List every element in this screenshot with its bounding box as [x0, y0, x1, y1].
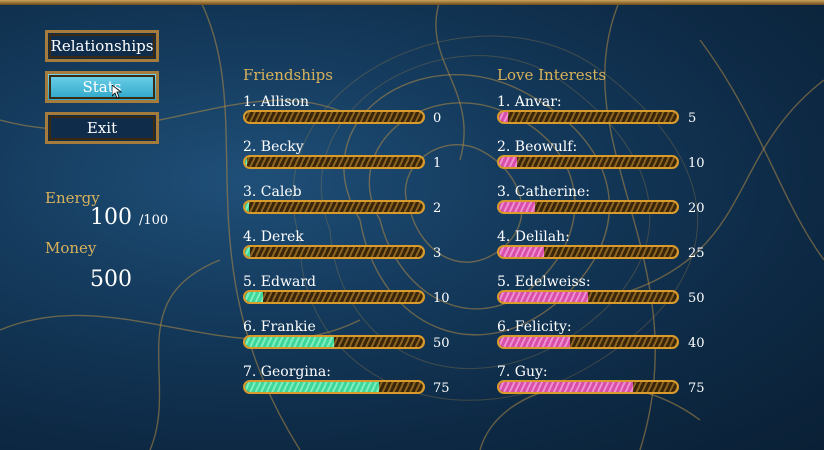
money-label: Money [45, 239, 97, 257]
friendships-row: 2. Becky 1 [243, 139, 463, 185]
love-row: 3. Catherine: 20 [497, 184, 717, 230]
love-progress-fill [499, 112, 508, 122]
love-progress-bar [497, 290, 679, 304]
love-name: 2. Beowulf: [497, 139, 578, 155]
friendships-progress-fill [245, 337, 334, 347]
love-name: 4. Delilah: [497, 229, 570, 245]
friendships-name: 7. Georgina: [243, 364, 331, 380]
love-value: 40 [688, 336, 705, 351]
friendships-value: 2 [433, 201, 442, 216]
love-progress-bar [497, 110, 679, 124]
friendships-row: 7. Georgina: 75 [243, 364, 463, 410]
friendships-progress-fill [245, 157, 247, 167]
love-progress-bar [497, 155, 679, 169]
love-name: 6. Felicity: [497, 319, 572, 335]
friendships-value: 50 [433, 336, 450, 351]
friendships-progress-bar [243, 200, 425, 214]
love-value: 25 [688, 246, 705, 261]
love-progress-fill [499, 337, 571, 347]
love-row: 6. Felicity: 40 [497, 319, 717, 365]
love-progress-fill [499, 247, 544, 257]
love-value: 50 [688, 291, 705, 306]
friendships-row: 3. Caleb 2 [243, 184, 463, 230]
friendships-progress-fill [245, 247, 251, 257]
friendships-value: 75 [433, 381, 450, 396]
friendships-progress-fill [245, 202, 249, 212]
love-value: 75 [688, 381, 705, 396]
friendships-value: 3 [433, 246, 442, 261]
friendships-progress-bar [243, 335, 425, 349]
friendships-progress-bar [243, 380, 425, 394]
love-progress-bar [497, 245, 679, 259]
friendships-row: 5. Edward 10 [243, 274, 463, 320]
friendships-row: 4. Derek 3 [243, 229, 463, 275]
friendships-name: 4. Derek [243, 229, 304, 245]
friendships-name: 2. Becky [243, 139, 304, 155]
love-row: 7. Guy: 75 [497, 364, 717, 410]
love-value: 10 [688, 156, 705, 171]
friendships-title: Friendships [243, 66, 333, 84]
friendships-value: 1 [433, 156, 442, 171]
friendships-progress-fill [245, 292, 263, 302]
energy-max: /100 [139, 213, 169, 228]
love-name: 5. Edelweiss: [497, 274, 591, 290]
love-progress-bar [497, 200, 679, 214]
love-progress-bar [497, 335, 679, 349]
friendships-name: 6. Frankie [243, 319, 316, 335]
friendships-value: 10 [433, 291, 450, 306]
friendships-progress-bar [243, 290, 425, 304]
top-border [0, 0, 824, 5]
love-row: 5. Edelweiss: 50 [497, 274, 717, 320]
friendships-value: 0 [433, 111, 442, 126]
energy-value: 100 [90, 205, 132, 230]
love-progress-fill [499, 157, 517, 167]
love-value: 5 [688, 111, 697, 126]
love-progress-bar [497, 380, 679, 394]
exit-button[interactable]: Exit [45, 112, 159, 144]
friendships-progress-bar [243, 110, 425, 124]
friendships-name: 5. Edward [243, 274, 316, 290]
friendships-row: 6. Frankie 50 [243, 319, 463, 365]
love-row: 4. Delilah: 25 [497, 229, 717, 275]
friendships-progress-bar [243, 245, 425, 259]
love-row: 2. Beowulf: 10 [497, 139, 717, 185]
energy-label: Energy [45, 189, 100, 207]
relationships-button[interactable]: Relationships [45, 30, 159, 62]
love-value: 20 [688, 201, 705, 216]
mouse-cursor-icon [112, 85, 122, 99]
love-interests-title: Love Interests [497, 66, 607, 84]
love-name: 1. Anvar: [497, 94, 562, 110]
friendships-progress-fill [245, 382, 379, 392]
friendships-name: 1. Allison [243, 94, 309, 110]
love-name: 3. Catherine: [497, 184, 590, 200]
love-progress-fill [499, 382, 633, 392]
love-name: 7. Guy: [497, 364, 548, 380]
love-progress-fill [499, 202, 535, 212]
friendships-row: 1. Allison 0 [243, 94, 463, 140]
love-progress-fill [499, 292, 588, 302]
friendships-name: 3. Caleb [243, 184, 302, 200]
money-value: 500 [90, 267, 132, 292]
friendships-progress-bar [243, 155, 425, 169]
love-row: 1. Anvar: 5 [497, 94, 717, 140]
stats-button[interactable]: Stats [45, 71, 159, 103]
